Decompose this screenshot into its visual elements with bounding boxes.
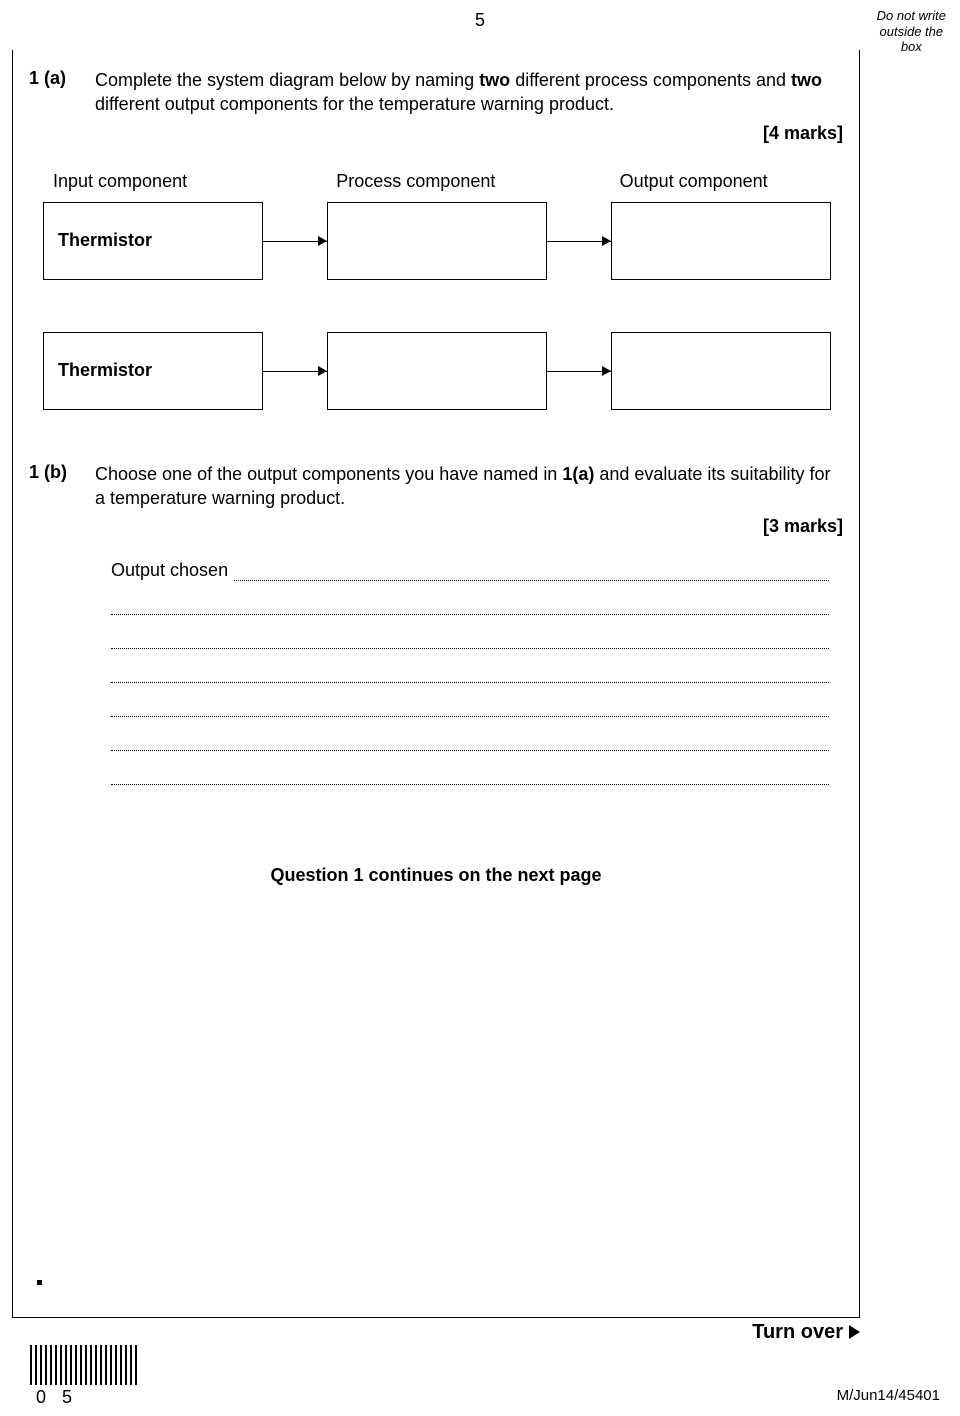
q1b-pre: Choose one of the output components you …: [95, 464, 562, 484]
continue-note: Question 1 continues on the next page: [13, 865, 859, 886]
answer-line[interactable]: [111, 751, 829, 785]
content-box: 1 (a) Complete the system diagram below …: [12, 50, 860, 1318]
output-chosen-line[interactable]: Output chosen: [111, 547, 829, 581]
footer-code: M/Jun14/45401: [837, 1387, 940, 1404]
question-1a-text: Complete the system diagram below by nam…: [95, 68, 843, 145]
q1b-bold1: 1(a): [562, 464, 594, 484]
output-chosen-fill[interactable]: [234, 547, 829, 581]
dot: [37, 1280, 42, 1285]
margin-note-l3: box: [877, 39, 946, 55]
input-node-2: Thermistor: [43, 332, 263, 410]
question-1b: 1 (b) Choose one of the output component…: [13, 462, 859, 539]
arrow-head-1-1: [318, 236, 327, 246]
margin-note-l1: Do not write: [877, 8, 946, 24]
q1a-marks: [4 marks]: [95, 121, 843, 145]
answer-line[interactable]: [111, 717, 829, 751]
process-node-1[interactable]: [327, 202, 547, 280]
barcode-digits: 05: [30, 1387, 140, 1408]
arrow-head-2-2: [602, 366, 611, 376]
q1a-pre: Complete the system diagram below by nam…: [95, 70, 479, 90]
answer-line[interactable]: [111, 649, 829, 683]
answer-zone: Output chosen: [13, 547, 859, 785]
output-node-1[interactable]: [611, 202, 831, 280]
answer-line[interactable]: [111, 683, 829, 717]
arrow-head-1-2: [602, 236, 611, 246]
input-node-1: Thermistor: [43, 202, 263, 280]
turn-over-label: Turn over: [752, 1321, 843, 1343]
q1a-mid1: different process components and: [510, 70, 791, 90]
turn-over: Turn over: [752, 1321, 860, 1344]
turn-over-icon: [849, 1325, 860, 1339]
barcode-zone: 05: [30, 1345, 140, 1408]
q1b-marks: [3 marks]: [95, 514, 843, 538]
question-1b-number: 1 (b): [13, 462, 95, 539]
page-number: 5: [475, 10, 485, 31]
q1a-mid2: different output components for the temp…: [95, 94, 614, 114]
q1a-bold1: two: [479, 70, 510, 90]
col-header-output: Output component: [610, 171, 829, 192]
answer-line[interactable]: [111, 581, 829, 615]
margin-note-l2: outside the: [877, 24, 946, 40]
question-1a: 1 (a) Complete the system diagram below …: [13, 68, 859, 145]
q1a-bold2: two: [791, 70, 822, 90]
col-header-input: Input component: [43, 171, 326, 192]
diagram: Input component Process component Output…: [13, 145, 859, 414]
output-chosen-label: Output chosen: [111, 560, 228, 581]
diagram-headers: Input component Process component Output…: [43, 171, 829, 192]
output-node-2[interactable]: [611, 332, 831, 410]
col-header-process: Process component: [326, 171, 609, 192]
arrow-head-2-1: [318, 366, 327, 376]
diagram-row-2: Thermistor: [43, 332, 829, 414]
margin-note: Do not write outside the box: [877, 8, 946, 55]
barcode: [30, 1345, 140, 1385]
answer-line[interactable]: [111, 615, 829, 649]
question-1b-text: Choose one of the output components you …: [95, 462, 843, 539]
question-1a-number: 1 (a): [13, 68, 95, 145]
diagram-row-1: Thermistor: [43, 202, 829, 284]
process-node-2[interactable]: [327, 332, 547, 410]
